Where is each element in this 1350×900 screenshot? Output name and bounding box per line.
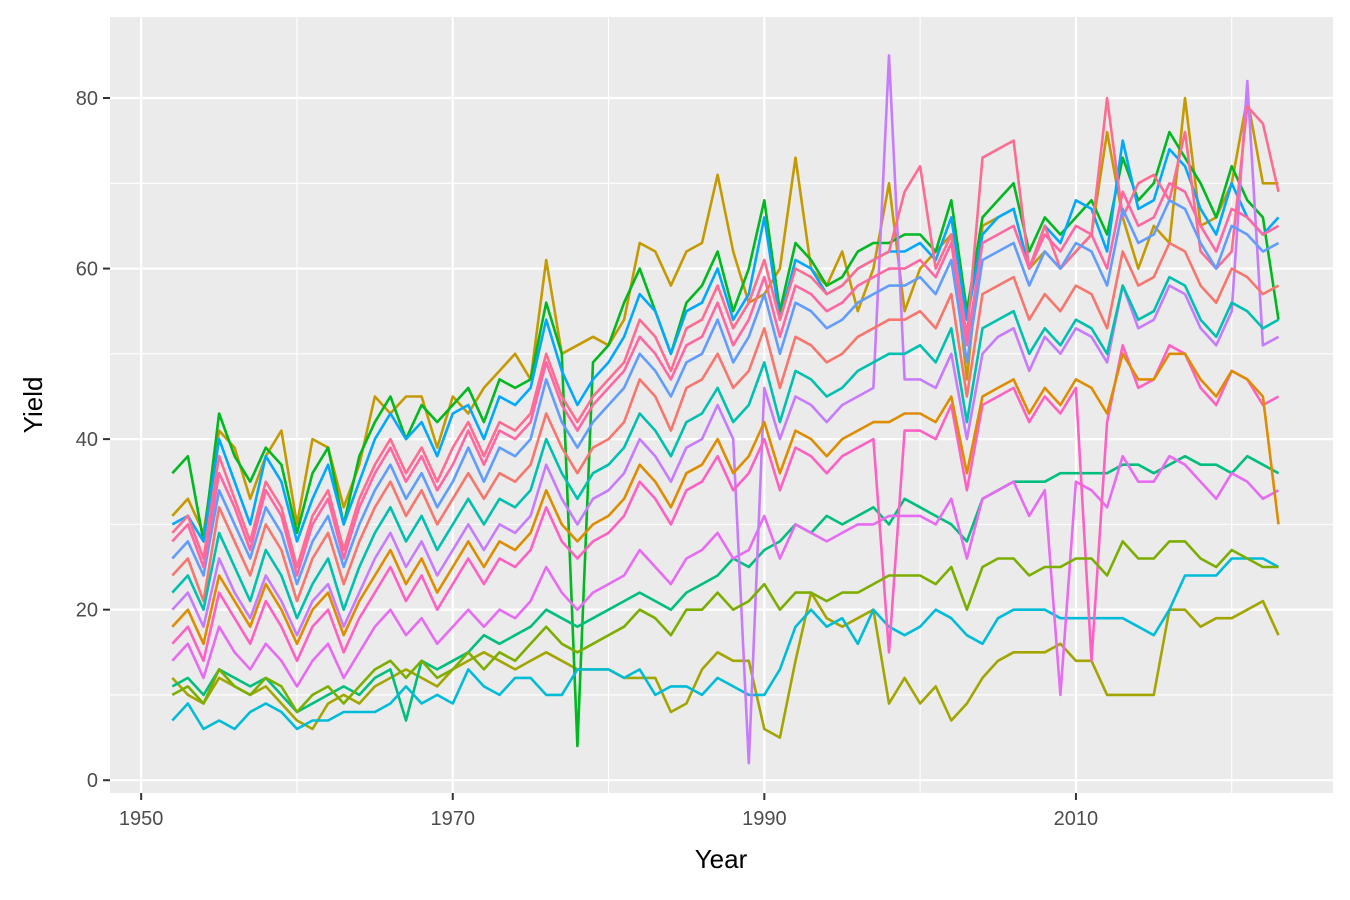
x-tick-label: 1990 (742, 808, 787, 830)
y-tick-label: 0 (87, 770, 98, 792)
series-line-8 (171, 54, 1280, 765)
series-line-14 (171, 275, 1280, 620)
series-line-2 (171, 591, 1280, 739)
y-tick-label: 40 (76, 429, 98, 451)
x-tick-label: 1970 (431, 808, 476, 830)
y-tick-label: 80 (76, 88, 98, 110)
x-axis-title: Year (695, 844, 748, 874)
y-tick-label: 60 (76, 259, 98, 281)
series-line-4 (171, 454, 1280, 722)
x-tick-label: 2010 (1054, 808, 1099, 830)
y-tick-label: 20 (76, 600, 98, 622)
y-axis: 0 20 40 60 80 (76, 88, 110, 792)
series-line-9 (171, 343, 1280, 663)
series-line-12 (171, 352, 1280, 646)
x-axis: 1950 1970 1990 2010 (119, 793, 1098, 830)
series-layer (171, 54, 1280, 765)
y-axis-title: Yield (18, 377, 48, 434)
series-line-15 (171, 199, 1280, 586)
series-line-7 (171, 454, 1280, 697)
series-line-16 (171, 182, 1280, 577)
series-line-13 (171, 540, 1279, 714)
series-line-10 (171, 96, 1280, 569)
panel-background (110, 17, 1333, 793)
series-line-11 (171, 241, 1280, 603)
x-tick-label: 1950 (119, 808, 164, 830)
